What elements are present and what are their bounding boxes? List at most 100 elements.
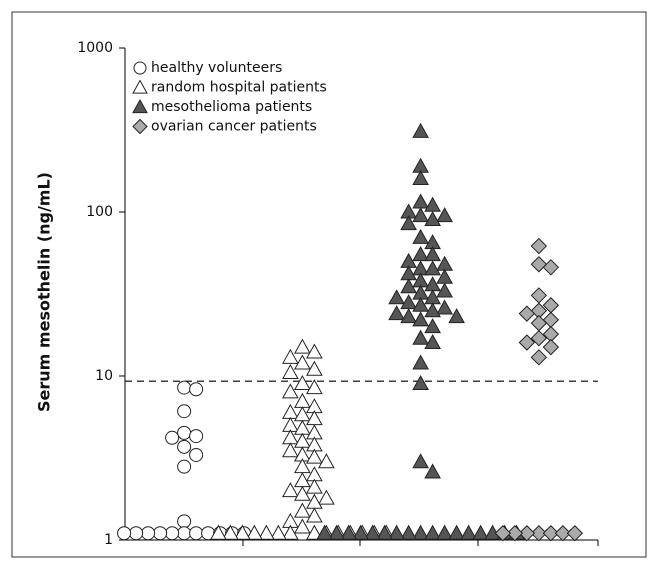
data-point — [282, 442, 299, 458]
data-point — [294, 518, 311, 534]
data-point — [388, 289, 405, 305]
x-ticks — [242, 540, 599, 546]
data-point — [424, 333, 441, 350]
data-point — [436, 299, 453, 315]
data-point — [376, 524, 393, 540]
data-point — [306, 493, 323, 509]
data-point — [328, 524, 345, 540]
legend-marker — [132, 118, 148, 135]
data-point — [153, 526, 168, 541]
data-point — [129, 526, 144, 541]
data-point — [436, 282, 453, 298]
data-point — [189, 526, 204, 541]
data-point — [306, 507, 323, 523]
data-point — [318, 489, 335, 505]
data-point — [294, 432, 311, 448]
data-point — [412, 169, 429, 186]
data-point — [436, 207, 453, 223]
data-point — [412, 311, 429, 327]
data-point — [412, 524, 429, 540]
data-point — [542, 338, 560, 356]
data-point — [306, 524, 323, 540]
data-point — [258, 524, 275, 540]
data-point — [424, 260, 441, 276]
data-point — [165, 526, 180, 541]
frame — [11, 11, 647, 558]
legend-marker — [132, 98, 148, 114]
data-point — [424, 463, 441, 479]
data-point — [177, 526, 192, 541]
data-point — [282, 383, 299, 399]
data-point — [189, 429, 204, 444]
data-point — [364, 524, 381, 540]
data-point — [542, 525, 560, 542]
data-point — [412, 207, 429, 223]
data-point — [542, 259, 560, 276]
legend-label: ovarian cancer patients — [151, 119, 317, 135]
data-point — [388, 524, 405, 540]
data-point — [412, 122, 429, 138]
data-point — [530, 314, 548, 332]
data-point — [222, 524, 239, 540]
data-point — [294, 485, 311, 501]
y-axis-label: Serum mesothelin (ng/mL) — [35, 172, 54, 412]
legend-marker — [132, 79, 148, 94]
data-point — [424, 524, 441, 540]
data-point — [294, 374, 311, 391]
data-point — [448, 524, 465, 540]
data-point — [282, 348, 299, 364]
data-point — [400, 278, 417, 294]
data-point — [424, 276, 441, 292]
data-point — [189, 382, 204, 397]
data-point — [400, 524, 417, 540]
data-point — [177, 380, 192, 395]
data-point — [530, 287, 548, 304]
data-point — [165, 430, 180, 445]
data-point — [282, 363, 299, 380]
data-point — [554, 525, 572, 542]
legend-label: healthy volunteers — [151, 60, 282, 76]
data-point — [506, 525, 524, 542]
data-point — [388, 305, 405, 321]
data-point — [318, 453, 335, 469]
data-point — [566, 525, 584, 542]
data-point — [424, 318, 441, 334]
data-point — [424, 210, 441, 227]
y-tick-label: 10 — [95, 368, 113, 384]
legend-label: mesothelioma patients — [151, 99, 312, 115]
data-point — [530, 349, 548, 366]
data-point — [400, 308, 417, 324]
data-point — [294, 406, 311, 422]
y-tick-label: 100 — [86, 204, 113, 220]
data-point — [448, 308, 465, 324]
legend-marker — [133, 61, 147, 75]
data-point — [352, 524, 369, 540]
data-point — [412, 453, 429, 469]
data-point — [460, 524, 477, 540]
data-point — [282, 482, 299, 498]
data-point — [306, 379, 323, 395]
data-point — [177, 514, 192, 529]
data-point — [234, 524, 251, 540]
data-point — [424, 302, 441, 318]
data-point — [518, 525, 536, 542]
data-point — [400, 215, 417, 231]
data-point — [412, 228, 429, 244]
data-point — [177, 439, 192, 454]
data-point — [141, 526, 156, 541]
y-tick-label: 1000 — [77, 40, 113, 56]
data-point — [177, 404, 192, 419]
legend-label: random hospital patients — [151, 80, 327, 96]
data-point — [189, 447, 204, 462]
data-point — [306, 360, 323, 376]
data-point — [306, 343, 323, 359]
data-point — [177, 425, 192, 440]
data-point — [177, 459, 192, 474]
data-point — [494, 525, 512, 542]
data-point — [294, 354, 311, 370]
data-point — [518, 334, 536, 351]
data-point — [436, 268, 453, 284]
data-point — [412, 193, 429, 209]
data-point — [412, 374, 429, 391]
